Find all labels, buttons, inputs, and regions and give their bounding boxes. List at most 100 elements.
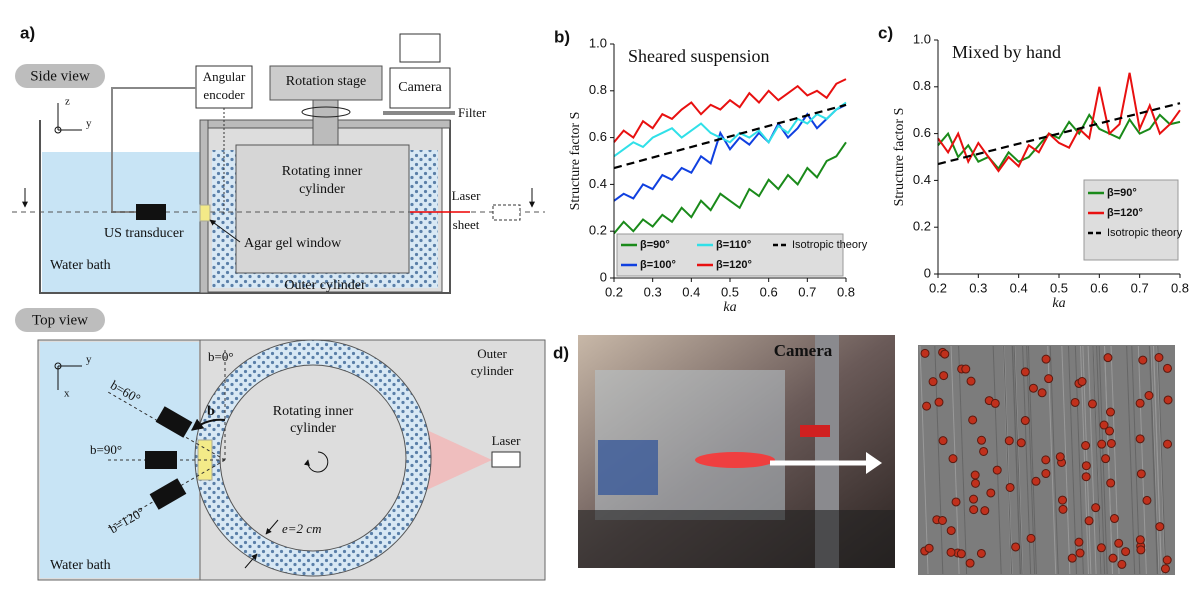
y-tick-label: 0 [924, 265, 931, 280]
particle [1108, 553, 1118, 563]
camera [389, 67, 451, 109]
streak [1092, 345, 1102, 575]
particle [1041, 354, 1051, 364]
particle [1026, 533, 1036, 543]
axes-icon [54, 126, 62, 134]
top-view: Top view Laser b b=0° b=60° b=90° b=120°… [15, 308, 546, 581]
label: Water bath [50, 258, 111, 273]
particle [1163, 395, 1173, 405]
x-axis-label: ka [723, 300, 736, 315]
x-tick-label: 0.5 [721, 284, 739, 299]
view-title: Top view [32, 312, 88, 328]
monitor [399, 33, 441, 63]
particle [1067, 553, 1077, 563]
particle [1075, 548, 1085, 558]
rotation-arrow [301, 106, 351, 118]
transducer [155, 406, 193, 438]
series-line [613, 141, 847, 235]
y-tick-label: 1.0 [589, 35, 607, 50]
streak [1126, 345, 1136, 575]
streak [1148, 345, 1158, 575]
legend-label: β=110° [716, 239, 751, 251]
series-line [613, 78, 847, 143]
particle [924, 543, 934, 553]
streak [1003, 345, 1013, 575]
encoder [195, 65, 253, 109]
particle [1005, 482, 1015, 492]
arrow [866, 452, 882, 474]
particle [1044, 374, 1054, 384]
particle [1101, 454, 1111, 464]
y-tick-label: 0.6 [589, 129, 607, 144]
particle [1077, 377, 1087, 387]
label: Laser [492, 433, 522, 448]
y-tick-label: 0 [600, 269, 607, 284]
legend-label: β=100° [640, 259, 676, 271]
pill [15, 308, 105, 332]
y-axis-label: Structure factor S [892, 108, 907, 207]
particle [1057, 495, 1067, 505]
legend-label: β=120° [1107, 207, 1143, 219]
rotation-arrow [303, 451, 329, 473]
particle [1163, 439, 1173, 449]
label: encoder [203, 87, 245, 102]
particle [1011, 542, 1021, 552]
particle [1016, 438, 1026, 448]
particle [1142, 495, 1152, 505]
label: z [65, 96, 70, 108]
series-line [937, 112, 1181, 171]
streak [1061, 345, 1071, 575]
label: e=2 cm [282, 521, 321, 536]
particle [1004, 436, 1014, 446]
particle [980, 506, 990, 516]
label: y [86, 118, 92, 130]
particle [940, 349, 950, 359]
cable [111, 87, 196, 213]
panel-label: c) [878, 23, 893, 42]
particle [1028, 383, 1038, 393]
streak [1047, 345, 1057, 575]
x-tick-label: 0.8 [1171, 280, 1189, 295]
transducer [149, 478, 187, 510]
arrow [265, 519, 279, 535]
label: x [64, 388, 70, 400]
particle [1155, 522, 1165, 532]
particle [1055, 452, 1065, 462]
streak [1087, 345, 1097, 575]
x-axis-label: ka [1052, 296, 1065, 311]
laser-box [492, 204, 521, 221]
particle [1084, 516, 1094, 526]
axes-icon [54, 362, 62, 370]
label: b=0° [208, 349, 234, 364]
particle [922, 401, 932, 411]
label: cylinder [299, 182, 345, 197]
particle [1106, 438, 1116, 448]
label: b [207, 404, 215, 419]
streak [1110, 345, 1120, 575]
streak [1156, 345, 1166, 575]
legend-box [616, 233, 844, 277]
streak [1149, 345, 1159, 575]
label: Rotation stage [286, 74, 367, 89]
x-tick-label: 0.3 [969, 280, 987, 295]
x-tick-label: 0.4 [682, 284, 700, 299]
particle [1070, 397, 1080, 407]
view-title: Side view [30, 68, 90, 84]
x-tick-label: 0.2 [605, 284, 623, 299]
particle [976, 548, 986, 558]
arrow [209, 219, 241, 243]
particle [928, 377, 938, 387]
particle [920, 348, 930, 358]
transducer [136, 204, 166, 220]
particle [1135, 434, 1145, 444]
particle [970, 470, 980, 480]
label: y [86, 354, 92, 366]
particle [965, 558, 975, 568]
particle [1074, 537, 1084, 547]
legend-label: β=120° [716, 259, 752, 271]
streak [1011, 345, 1021, 575]
y-tick-label: 0.6 [913, 125, 931, 140]
panel-label: d) [553, 343, 569, 362]
particle [1081, 441, 1091, 451]
